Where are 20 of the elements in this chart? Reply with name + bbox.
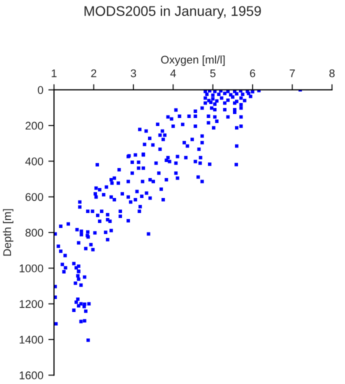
x-tick-label: 1 (52, 69, 57, 78)
y-tick-label: 400 (25, 157, 44, 166)
x-axis-title: Oxygen [ml/l] (161, 55, 225, 66)
x-tick-label: 7 (290, 69, 295, 78)
y-tick-label: 600 (26, 193, 44, 201)
x-tick-label: 6 (250, 69, 256, 78)
x-tick-label: 8 (329, 69, 335, 78)
y-axis-title: Depth [m] (2, 209, 14, 256)
y-tick-label: 0 (38, 86, 44, 94)
x-tick-label: 5 (210, 69, 216, 78)
chart-title: MODS2005 in January, 1959 (84, 6, 261, 19)
x-tick-label: 2 (91, 69, 96, 78)
x-tick-label: 4 (170, 69, 176, 78)
y-tick-label: 800 (26, 228, 44, 237)
y-tick-label: 1200 (20, 300, 44, 308)
y-tick-label: 200 (26, 122, 44, 130)
x-tick-label: 3 (130, 69, 136, 78)
y-tick-label: 1400 (20, 336, 44, 344)
y-tick-label: 1000 (20, 264, 44, 272)
y-tick-label: 1600 (20, 371, 44, 380)
